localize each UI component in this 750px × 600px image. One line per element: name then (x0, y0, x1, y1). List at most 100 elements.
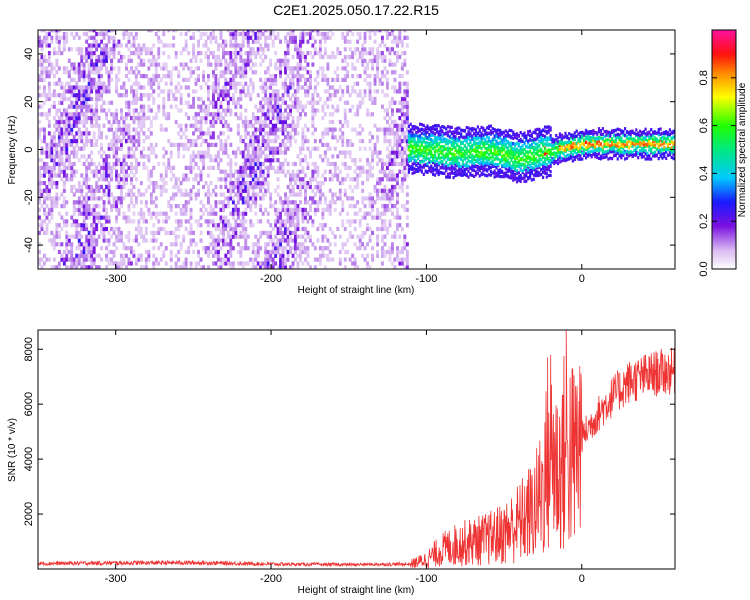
heatmap-cell (226, 66, 230, 71)
heatmap-cell (264, 165, 268, 170)
heatmap-cell (144, 93, 148, 98)
heatmap-signal-cell (407, 140, 410, 144)
heatmap-cell (152, 246, 156, 251)
heatmap-cell (393, 100, 397, 105)
heatmap-cell (55, 150, 59, 155)
heatmap-cell (80, 242, 84, 247)
heatmap-cell (276, 184, 280, 190)
heatmap-cell (110, 139, 113, 144)
heatmap-cell (289, 70, 292, 75)
heatmap-cell (202, 100, 205, 105)
heatmap-cell (398, 116, 402, 121)
heatmap-cell (323, 31, 327, 37)
heatmap-cell (405, 93, 409, 98)
heatmap-cell (326, 146, 330, 151)
heatmap-cell (236, 100, 240, 105)
heatmap-cell (346, 85, 350, 90)
heatmap-signal-cell (443, 132, 446, 136)
heatmap-cell (231, 215, 235, 220)
heatmap-cell (276, 108, 280, 113)
heatmap-cell (75, 150, 79, 155)
heatmap-cell (254, 119, 258, 125)
heatmap-cell (214, 58, 218, 63)
heatmap-cell (296, 123, 300, 128)
heatmap-cell (284, 150, 287, 155)
heatmap-cell (38, 131, 41, 136)
heatmap-cell (107, 249, 111, 255)
heatmap-cell (376, 234, 379, 239)
heatmap-cell (174, 181, 178, 186)
heatmap-cell (358, 234, 362, 239)
heatmap-cell (105, 135, 108, 140)
heatmap-cell (209, 51, 213, 56)
heatmap-cell (294, 230, 297, 235)
heatmap-cell (284, 257, 287, 262)
heatmap-cell (403, 89, 407, 94)
heatmap-cell (276, 246, 280, 251)
heatmap-cell (202, 139, 205, 144)
heatmap-cell (224, 150, 228, 155)
heatmap-cell (82, 154, 86, 159)
heatmap-cell (291, 253, 295, 258)
heatmap-cell (125, 66, 128, 71)
heatmap-cell (204, 150, 208, 155)
heatmap-cell (207, 246, 210, 251)
heatmap-cell (167, 200, 171, 205)
heatmap-cell (261, 139, 265, 144)
heatmap-cell (306, 39, 310, 44)
heatmap-cell (97, 43, 101, 48)
heatmap-cell (279, 62, 282, 67)
heatmap-cell (142, 146, 146, 151)
heatmap-signal-cell (469, 131, 472, 135)
heatmap-cell (112, 54, 116, 60)
heatmap-cell (127, 123, 131, 128)
heatmap-cell (284, 261, 287, 266)
heatmap-cell (55, 230, 59, 235)
heatmap-cell (184, 192, 188, 197)
heatmap-cell (55, 234, 59, 239)
heatmap-cell (197, 154, 200, 159)
heatmap-cell (338, 51, 342, 56)
heatmap-cell (366, 161, 369, 167)
heatmap-cell (299, 188, 302, 193)
heatmap-cell (351, 234, 355, 239)
heatmap-signal-cell (445, 160, 448, 164)
heatmap-cell (207, 173, 210, 178)
heatmap-cell (162, 96, 166, 102)
heatmap-cell (87, 131, 91, 136)
heatmap-cell (157, 85, 161, 90)
heatmap-cell (269, 234, 273, 239)
heatmap-cell (60, 177, 64, 182)
heatmap-cell (234, 150, 238, 155)
heatmap-cell (381, 165, 384, 170)
heatmap-cell (378, 215, 382, 220)
heatmap-cell (90, 223, 94, 228)
heatmap-cell (286, 47, 290, 52)
heatmap-cell (130, 200, 133, 205)
heatmap-cell (269, 108, 273, 113)
heatmap-cell (87, 54, 91, 60)
heatmap-cell (112, 146, 116, 151)
heatmap-cell (139, 96, 143, 102)
heatmap-cell (274, 35, 278, 40)
heatmap-cell (207, 74, 210, 79)
heatmap-cell (212, 70, 215, 75)
heatmap-signal-cell (428, 137, 431, 141)
heatmap-cell (266, 135, 270, 140)
heatmap-cell (70, 257, 74, 262)
heatmap-cell (356, 234, 360, 239)
heatmap-cell (391, 234, 394, 239)
heatmap-cell (134, 100, 138, 105)
heatmap-cell (144, 204, 148, 209)
heatmap-cell (271, 104, 275, 109)
heatmap-cell (70, 85, 74, 90)
heatmap-cell (45, 226, 49, 232)
heatmap-cell (403, 207, 407, 212)
heatmap-signal-cell (417, 169, 420, 173)
heatmap-cell (207, 219, 210, 224)
heatmap-cell (331, 85, 335, 90)
heatmap-cell (371, 257, 374, 262)
heatmap-cell (276, 31, 280, 37)
heatmap-cell (244, 261, 248, 266)
heatmap-cell (194, 139, 198, 144)
